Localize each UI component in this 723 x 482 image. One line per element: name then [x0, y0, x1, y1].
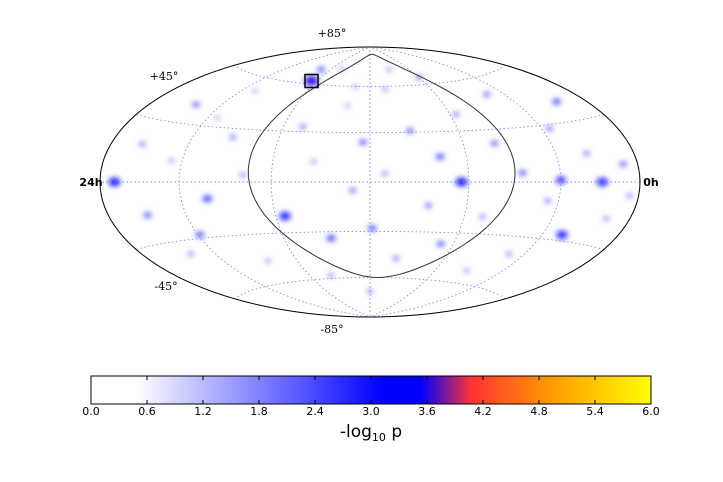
colorbar-tick-label: 0.0: [82, 405, 100, 418]
significance-spot: [583, 151, 590, 156]
significance-spot: [192, 101, 200, 108]
label-dec-lower: -45°: [154, 280, 177, 293]
significance-spot: [619, 161, 627, 168]
significance-spot: [381, 171, 389, 177]
significance-spot: [596, 177, 609, 187]
sky-background: [100, 47, 640, 317]
significance-spot: [386, 67, 392, 72]
significance-spot: [138, 141, 146, 147]
colorbar-ticks: 0.0 0.6 1.2 1.8 2.4 3.0 3.6 4.2 4.8 5.4 6.0: [82, 376, 660, 418]
significance-spot: [435, 153, 445, 160]
colorbar-tick-label: 2.4: [306, 405, 324, 418]
significance-spot: [304, 75, 319, 87]
significance-spot: [326, 234, 336, 242]
colorbar-title: -log10 p: [340, 422, 402, 444]
significance-spot: [392, 255, 400, 261]
colorbar-tick-label: 6.0: [642, 405, 660, 418]
colorbar-tick-label: 3.6: [418, 405, 436, 418]
significance-spot: [239, 172, 246, 178]
significance-spot: [436, 240, 445, 247]
significance-spot: [505, 251, 513, 257]
significance-spot: [339, 66, 345, 71]
significance-spot: [279, 211, 291, 221]
grid-parallel: [136, 114, 604, 134]
colorbar-tick-label: 4.2: [474, 405, 492, 418]
label-dec-bottom: -85°: [320, 323, 343, 336]
highlight-box: [304, 73, 319, 89]
colorbar-tick-label: 1.8: [250, 405, 268, 418]
colorbar-title-sub: 10: [372, 431, 386, 444]
significance-spot: [479, 214, 486, 220]
significance-spot: [602, 216, 610, 222]
grid-meridian: [374, 47, 562, 317]
significance-spot: [327, 273, 335, 278]
significance-spot: [187, 251, 195, 257]
label-dec-top: +85°: [318, 27, 347, 40]
significance-spot: [345, 103, 351, 108]
significance-spot: [406, 127, 414, 134]
significance-spot: [214, 115, 221, 120]
colorbar-tick-label: 0.6: [138, 405, 156, 418]
significance-spot: [143, 212, 152, 219]
significance-spot: [265, 258, 271, 264]
significance-spot: [229, 134, 237, 140]
significance-spot: [368, 225, 377, 232]
significance-spot: [483, 91, 491, 98]
significance-spot: [626, 193, 633, 199]
colorbar-gradient: [90, 375, 652, 405]
significance-spot: [299, 124, 307, 130]
colorbar-title-main: -log: [340, 422, 372, 442]
colorbar-tick-label: 4.8: [530, 405, 548, 418]
significance-spot: [544, 198, 552, 204]
colorbar-tick-label: 1.2: [194, 405, 212, 418]
significance-spot: [359, 139, 367, 146]
colorbar-tick-label: 3.0: [362, 405, 380, 418]
significance-spot: [168, 158, 175, 163]
significance-spot: [310, 159, 317, 164]
significance-spot: [452, 111, 460, 117]
significance-spot: [552, 98, 561, 105]
coordinate-grid: [100, 47, 640, 317]
galactic-plane-curve: [247, 53, 516, 279]
colorbar-title-end: p: [386, 422, 402, 442]
grid-parallel: [136, 230, 604, 250]
significance-spot: [490, 140, 499, 147]
significance-spot: [455, 177, 468, 187]
grid-parallel: [234, 64, 506, 87]
label-ra-right: 0h: [643, 176, 659, 189]
colorbar: 0.0 0.6 1.2 1.8 2.4 3.0 3.6 4.2 4.8 5.4 6.0 -log10…: [82, 375, 660, 444]
significance-spot: [202, 195, 212, 203]
sky-map: [99, 46, 641, 318]
significance-spot: [252, 88, 258, 93]
sky-boundary: [99, 46, 641, 318]
significance-spot: [518, 169, 527, 176]
label-dec-upper: +45°: [150, 70, 179, 83]
significance-spot: [424, 202, 432, 209]
grid-meridian: [178, 47, 366, 317]
colorbar-tick-label: 5.4: [586, 405, 604, 418]
significance-spot: [545, 125, 554, 132]
significance-spot: [349, 187, 357, 193]
label-ra-left: 24h: [79, 176, 102, 189]
significance-spot: [556, 230, 568, 240]
significance-spot: [195, 231, 205, 238]
significance-spot: [317, 66, 325, 73]
significance-spot: [382, 87, 388, 92]
significance-spot: [463, 268, 470, 273]
